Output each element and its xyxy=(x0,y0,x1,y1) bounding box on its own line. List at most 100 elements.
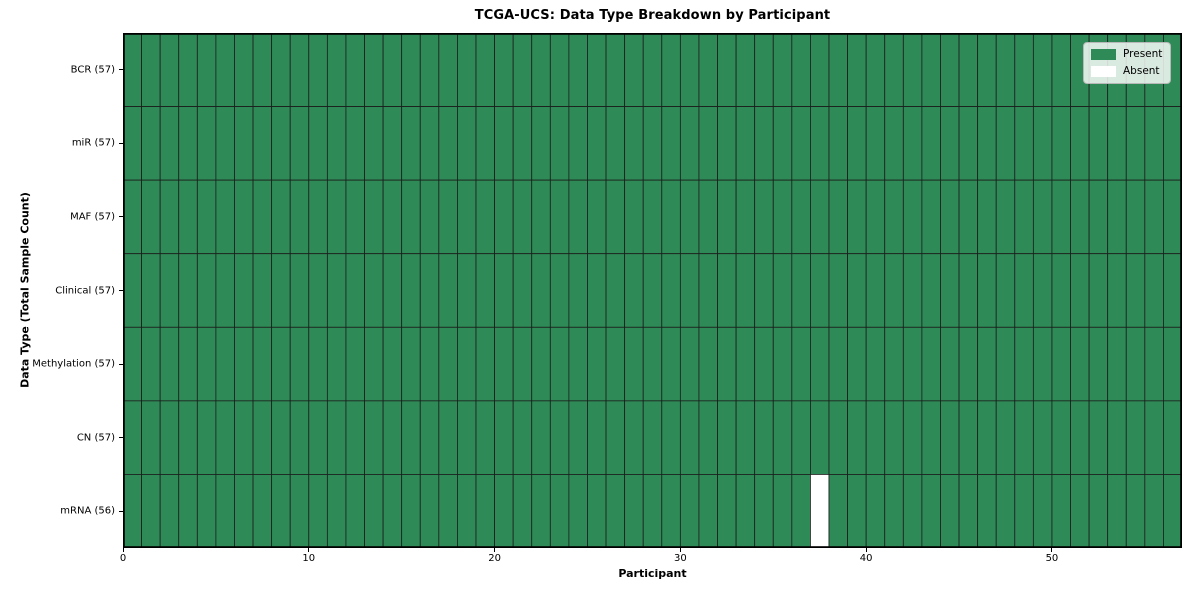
heatmap-cell xyxy=(178,253,198,328)
heatmap-cell xyxy=(494,33,514,107)
heatmap-cell xyxy=(717,326,737,402)
heatmap-cell xyxy=(735,326,756,402)
heatmap-cell xyxy=(624,474,644,548)
x-tick-mark xyxy=(865,548,867,552)
heatmap-cell xyxy=(1032,33,1053,107)
heatmap-cell xyxy=(1144,106,1164,181)
heatmap-cell xyxy=(717,106,737,181)
heatmap-cell xyxy=(494,106,514,181)
heatmap-cell xyxy=(624,400,644,475)
heatmap-cell xyxy=(587,400,607,475)
heatmap-cell xyxy=(791,33,811,107)
heatmap-cell xyxy=(308,474,328,548)
heatmap-cell xyxy=(271,106,291,181)
heatmap-cell xyxy=(847,474,867,548)
heatmap-cell xyxy=(252,400,273,475)
heatmap-cell xyxy=(1032,106,1053,181)
y-tick-mark xyxy=(119,290,123,291)
heatmap-cell xyxy=(995,326,1016,402)
heatmap-cell xyxy=(605,33,626,107)
heatmap-cell xyxy=(123,179,142,255)
heatmap-cell xyxy=(271,253,291,328)
heatmap-cell xyxy=(995,400,1016,475)
x-tick-mark xyxy=(122,548,124,552)
heatmap-cell xyxy=(345,326,365,402)
heatmap-cell xyxy=(123,400,142,475)
heatmap-cell xyxy=(568,474,588,548)
heatmap-cell xyxy=(196,253,217,328)
heatmap-cell xyxy=(123,253,142,328)
heatmap-cell xyxy=(884,474,904,548)
heatmap-cell xyxy=(865,474,886,548)
heatmap-cell xyxy=(234,253,254,328)
heatmap-cell xyxy=(884,400,904,475)
heatmap-cell xyxy=(605,179,626,255)
heatmap-cell xyxy=(661,326,681,402)
heatmap-cell xyxy=(326,253,347,328)
heatmap-cell xyxy=(1144,326,1164,402)
heatmap-cell xyxy=(902,474,923,548)
heatmap-cell xyxy=(494,400,514,475)
heatmap-cell xyxy=(921,33,941,107)
heatmap-cell xyxy=(902,400,923,475)
heatmap-cell xyxy=(921,326,941,402)
heatmap-cell xyxy=(475,33,495,107)
heatmap-cell xyxy=(624,179,644,255)
heatmap-cell xyxy=(772,179,793,255)
heatmap-cell xyxy=(958,33,979,107)
heatmap-cell xyxy=(419,179,440,255)
heatmap-cell xyxy=(828,474,848,548)
x-tick-label: 20 xyxy=(488,553,501,564)
heatmap-cell xyxy=(401,179,421,255)
heatmap-cell xyxy=(995,179,1016,255)
heatmap-cell xyxy=(791,253,811,328)
heatmap-cell xyxy=(252,474,273,548)
heatmap-cell xyxy=(1163,400,1182,475)
heatmap-cell xyxy=(1163,106,1182,181)
heatmap-cell xyxy=(624,33,644,107)
heatmap-cell xyxy=(940,474,960,548)
heatmap-cell xyxy=(549,106,570,181)
heatmap-cell xyxy=(178,400,198,475)
heatmap-cell xyxy=(568,326,588,402)
heatmap-cell xyxy=(141,400,161,475)
heatmap-cell xyxy=(494,179,514,255)
heatmap-cell xyxy=(661,253,681,328)
heatmap-cell xyxy=(791,106,811,181)
heatmap-cell xyxy=(698,253,718,328)
heatmap-cell xyxy=(494,253,514,328)
heatmap-cell xyxy=(772,326,793,402)
heatmap-cell xyxy=(940,179,960,255)
heatmap-cell xyxy=(178,33,198,107)
y-tick-label-cn: CN (57) xyxy=(76,432,115,444)
heatmap-cell xyxy=(1070,326,1090,402)
heatmap-cell xyxy=(1032,326,1053,402)
heatmap-cell xyxy=(252,326,273,402)
heatmap-cell xyxy=(977,326,997,402)
heatmap-cell xyxy=(401,474,421,548)
heatmap-cell xyxy=(679,179,700,255)
heatmap-cell xyxy=(865,33,886,107)
y-tick-label-mrna: mRNA (56) xyxy=(60,505,115,517)
heatmap-cell xyxy=(178,179,198,255)
heatmap-cell xyxy=(735,179,756,255)
heatmap-cell xyxy=(1014,179,1034,255)
heatmap-cell xyxy=(847,326,867,402)
heatmap-cell xyxy=(1107,326,1127,402)
heatmap-cell xyxy=(326,106,347,181)
heatmap-cell xyxy=(196,106,217,181)
heatmap-cell xyxy=(1163,474,1182,548)
heatmap-cell xyxy=(457,326,477,402)
heatmap-cell xyxy=(1051,253,1071,328)
heatmap-cell xyxy=(1032,179,1053,255)
heatmap-cell xyxy=(438,33,458,107)
heatmap-cell xyxy=(717,253,737,328)
heatmap-cell xyxy=(810,179,830,255)
heatmap-cell xyxy=(1125,400,1146,475)
heatmap-cell xyxy=(234,33,254,107)
heatmap-cell xyxy=(308,400,328,475)
y-tick-mark xyxy=(119,437,123,439)
heatmap-cell xyxy=(810,33,830,107)
heatmap-cell xyxy=(457,33,477,107)
heatmap-cell xyxy=(921,106,941,181)
